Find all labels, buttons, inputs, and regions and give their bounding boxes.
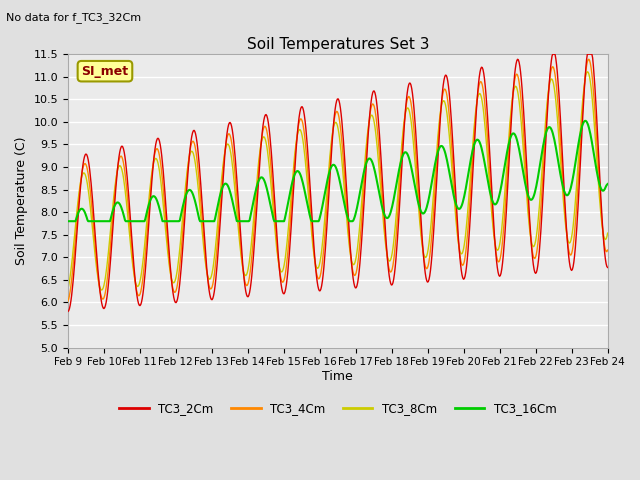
TC3_2Cm — [419, 247, 427, 252]
TC3_8Cm — [130, 271, 138, 277]
TC3_16Cm — [403, 151, 411, 156]
TC3_2Cm — [74, 220, 81, 226]
TC3_16Cm — [74, 211, 81, 217]
TC3_8Cm — [604, 230, 611, 236]
TC3_8Cm — [584, 69, 591, 75]
TC3_4Cm — [184, 164, 192, 170]
TC3_2Cm — [129, 254, 137, 260]
TC3_8Cm — [214, 225, 221, 231]
Line: TC3_16Cm: TC3_16Cm — [68, 121, 607, 221]
Line: TC3_8Cm: TC3_8Cm — [68, 72, 607, 290]
Title: Soil Temperatures Set 3: Soil Temperatures Set 3 — [246, 36, 429, 51]
Y-axis label: Soil Temperature (C): Soil Temperature (C) — [15, 137, 28, 265]
TC3_4Cm — [604, 247, 611, 253]
TC3_4Cm — [129, 262, 137, 267]
TC3_16Cm — [212, 209, 220, 215]
TC3_16Cm — [184, 188, 192, 194]
TC3_2Cm — [212, 269, 220, 275]
TC3_8Cm — [185, 157, 193, 163]
Text: No data for f_TC3_32Cm: No data for f_TC3_32Cm — [6, 12, 141, 23]
TC3_4Cm — [585, 56, 593, 62]
TC3_4Cm — [64, 299, 72, 304]
Legend: TC3_2Cm, TC3_4Cm, TC3_8Cm, TC3_16Cm: TC3_2Cm, TC3_4Cm, TC3_8Cm, TC3_16Cm — [115, 397, 561, 420]
TC3_16Cm — [604, 181, 611, 187]
TC3_8Cm — [98, 287, 106, 293]
Line: TC3_2Cm: TC3_2Cm — [68, 54, 607, 312]
TC3_16Cm — [129, 218, 137, 224]
TC3_2Cm — [403, 90, 411, 96]
TC3_4Cm — [419, 248, 427, 254]
Line: TC3_4Cm: TC3_4Cm — [68, 59, 607, 301]
TC3_2Cm — [604, 264, 611, 270]
X-axis label: Time: Time — [323, 370, 353, 383]
TC3_8Cm — [420, 251, 428, 257]
TC3_8Cm — [64, 287, 72, 292]
TC3_4Cm — [212, 251, 220, 256]
TC3_16Cm — [419, 211, 427, 216]
TC3_16Cm — [64, 218, 72, 224]
TC3_8Cm — [74, 201, 81, 207]
TC3_4Cm — [403, 97, 411, 103]
TC3_8Cm — [404, 105, 412, 111]
TC3_4Cm — [74, 209, 81, 215]
TC3_16Cm — [581, 118, 589, 124]
Text: SI_met: SI_met — [81, 65, 129, 78]
TC3_2Cm — [184, 169, 192, 175]
TC3_2Cm — [549, 51, 557, 57]
TC3_2Cm — [64, 309, 72, 314]
